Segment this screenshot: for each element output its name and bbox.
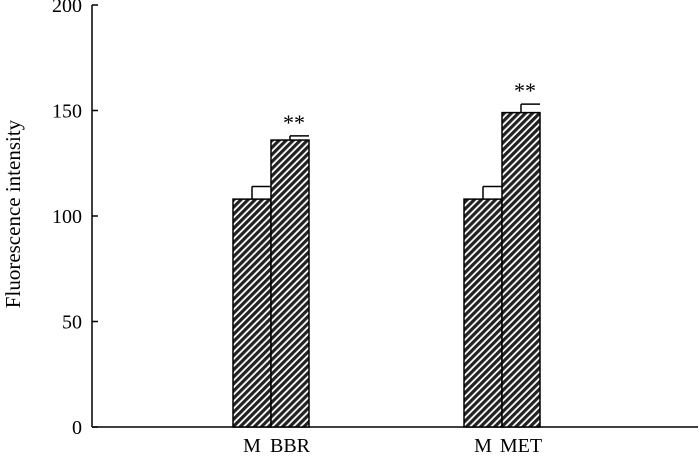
y-tick-label: 150 <box>52 101 82 123</box>
y-tick-label: 50 <box>62 312 82 334</box>
bar <box>501 111 541 428</box>
x-tick-label: M <box>243 435 261 457</box>
bars-layer <box>232 103 541 428</box>
significance-label: ** <box>283 110 305 135</box>
x-tick-label: BBR <box>270 435 311 457</box>
y-axis-title: Fluorescence intensity <box>1 119 25 308</box>
axes: 0 50 100 150 200 <box>52 0 698 439</box>
y-tick-label: 0 <box>72 417 82 439</box>
bar <box>463 198 503 428</box>
bar <box>232 198 272 428</box>
x-tick-label: M <box>474 435 492 457</box>
bar <box>270 139 310 428</box>
significance-label: ** <box>514 78 536 103</box>
labels-layer: M ** BBR M ** MET <box>243 78 542 457</box>
x-tick-label: MET <box>500 435 542 457</box>
y-tick-label: 100 <box>52 206 82 228</box>
y-tick-label: 200 <box>52 0 82 17</box>
